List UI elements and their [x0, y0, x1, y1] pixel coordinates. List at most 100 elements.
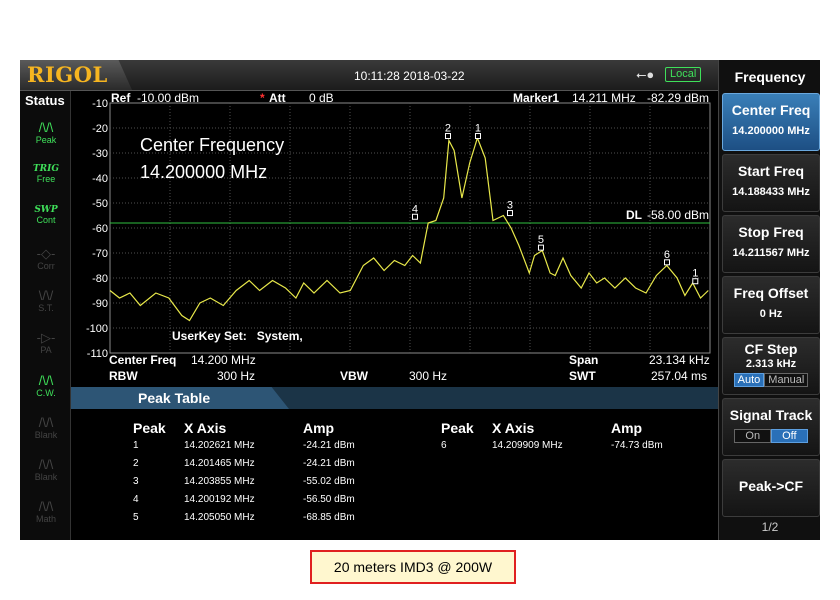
- st-icon: \/\/: [38, 288, 54, 303]
- peak-marker-label: 1: [692, 268, 698, 280]
- cf-step-manual[interactable]: Manual: [764, 373, 809, 387]
- top-bar: RIGOL 10:11:28 2018-03-22 ⭠● Local: [20, 60, 718, 91]
- y-tick-label: -100: [86, 323, 108, 335]
- softkey-value: 0 Hz: [759, 308, 783, 320]
- softkey-value: 14.188433 MHz: [732, 186, 810, 198]
- blank-icon: /\/\: [38, 415, 54, 430]
- spectrum-plot[interactable]: -10 -20 -30 -40 -50 -60 -70 -80 -90 -100 -110 1 2 3 4 5…: [20, 60, 820, 540]
- peak-number: 6: [441, 440, 447, 451]
- marker-label: Marker1: [513, 91, 560, 105]
- peak-table-header: Peak Table: [71, 387, 718, 409]
- start-freq-button[interactable]: Start Freq 14.188433 MHz: [722, 154, 820, 212]
- status-label: C.W.: [36, 388, 56, 398]
- center-freq-value: 14.200 MHz: [191, 353, 256, 367]
- status-blank-2[interactable]: /\/\ Blank: [26, 457, 66, 483]
- col-xaxis-header: X Axis: [184, 420, 227, 436]
- softkey-value: 2.313 kHz: [745, 358, 797, 370]
- status-peak[interactable]: /\/\ Peak: [26, 120, 66, 146]
- signal-track-button[interactable]: Signal Track On Off: [722, 398, 820, 456]
- peak-marker-label: 3: [507, 200, 513, 212]
- status-corr[interactable]: -◇- Corr: [26, 246, 66, 272]
- signal-track-on[interactable]: On: [734, 429, 772, 443]
- ref-label: Ref: [111, 91, 131, 105]
- peak-number: 5: [133, 512, 139, 523]
- peak-marker-label: 5: [538, 234, 544, 246]
- peak-icon: /\/\: [38, 120, 54, 135]
- signal-track-toggle[interactable]: On Off: [723, 429, 819, 443]
- peak-amp: -74.73 dBm: [611, 440, 663, 451]
- status-blank-1[interactable]: /\/\ Blank: [26, 415, 66, 441]
- status-pa[interactable]: -▷- PA: [26, 330, 66, 356]
- peak-marker: [444, 133, 451, 140]
- peak-amp: -24.21 dBm: [303, 440, 355, 451]
- y-tick-label: -40: [92, 173, 108, 185]
- pa-icon: -▷-: [36, 330, 56, 345]
- status-panel: Status /\/\ Peak TRIG Free SWP Cont -◇- …: [20, 91, 71, 540]
- span-label: Span: [569, 353, 599, 367]
- softkey-label: Stop Freq: [738, 224, 804, 240]
- brand-logo: RIGOL: [20, 60, 132, 90]
- status-label: Cont: [36, 215, 56, 225]
- stop-freq-button[interactable]: Stop Freq 14.211567 MHz: [722, 215, 820, 273]
- blank-icon: /\/\: [38, 457, 54, 472]
- peak-marker-label: 2: [445, 123, 451, 135]
- peak-marker-label: 4: [412, 203, 418, 215]
- menu-title: Frequency: [734, 69, 806, 85]
- peak-x: 14.201465 MHz: [184, 458, 255, 469]
- y-tick-label: -60: [92, 223, 108, 235]
- dl-label: DL: [626, 208, 642, 222]
- softkey-label: Peak->CF: [738, 478, 804, 494]
- peak-amp: -24.21 dBm: [303, 458, 355, 469]
- overlay-title: Center Frequency: [140, 135, 285, 155]
- y-tick-label: -30: [92, 148, 108, 160]
- peak-x: 14.209909 MHz: [492, 440, 563, 451]
- status-st[interactable]: \/\/ S.T.: [26, 288, 66, 314]
- peak-marker: [411, 213, 418, 220]
- att-label: Att: [269, 91, 286, 105]
- status-label: Corr: [37, 261, 55, 271]
- status-label: Math: [35, 514, 56, 524]
- peak-x: 14.203855 MHz: [184, 476, 255, 487]
- signal-track-off[interactable]: Off: [771, 429, 808, 443]
- softkey-panel: Frequency Center Freq 14.200000 MHz Star…: [718, 60, 820, 540]
- local-indicator[interactable]: Local: [665, 67, 702, 82]
- status-label: Free: [36, 174, 56, 184]
- col-peak-header-2: Peak: [441, 420, 474, 436]
- col-xaxis-header-2: X Axis: [492, 420, 535, 436]
- vbw-value: 300 Hz: [409, 369, 448, 383]
- peak-amp: -56.50 dBm: [303, 494, 355, 505]
- vbw-label: VBW: [340, 369, 368, 383]
- status-swp[interactable]: SWP Cont: [26, 205, 66, 225]
- center-freq-button[interactable]: Center Freq 14.200000 MHz: [722, 93, 820, 151]
- dl-value: -58.00 dBm: [647, 208, 710, 222]
- peak-amp: -68.85 dBm: [303, 512, 355, 523]
- freq-offset-button[interactable]: Freq Offset 0 Hz: [722, 276, 820, 334]
- swp-icon: SWP: [34, 205, 58, 215]
- swt-label: SWT: [569, 369, 596, 383]
- corr-icon: -◇-: [36, 246, 56, 261]
- peak-marker-label: 6: [664, 249, 670, 261]
- cf-step-auto[interactable]: Auto: [733, 373, 765, 387]
- y-tick-label: -80: [92, 273, 108, 285]
- att-value: 0 dB: [309, 91, 334, 105]
- trig-icon: TRIG: [32, 164, 60, 174]
- status-label: Blank: [34, 430, 58, 440]
- att-marker: *: [260, 91, 265, 105]
- y-tick-label: -110: [87, 348, 108, 360]
- status-cw[interactable]: /\/\ C.W.: [26, 374, 66, 399]
- peak-marker: [506, 210, 513, 217]
- peak-to-cf-button[interactable]: Peak->CF: [722, 459, 820, 517]
- peak-table-tab[interactable]: Peak Table: [71, 387, 289, 409]
- peak-x: 14.202621 MHz: [184, 440, 255, 451]
- status-math[interactable]: /\/\ Math: [26, 500, 66, 525]
- cf-step-button[interactable]: CF Step 2.313 kHz Auto Manual: [722, 337, 820, 395]
- status-label: PA: [40, 345, 52, 355]
- menu-page-indicator: 1/2: [761, 520, 779, 534]
- status-trig[interactable]: TRIG Free: [26, 164, 66, 184]
- cf-step-toggle[interactable]: Auto Manual: [723, 373, 819, 387]
- softkey-label: CF Step: [744, 341, 798, 357]
- col-peak-header: Peak: [133, 420, 166, 436]
- status-label: Blank: [34, 472, 58, 482]
- y-tick-label: -10: [92, 98, 108, 110]
- peak-number: 4: [133, 494, 139, 505]
